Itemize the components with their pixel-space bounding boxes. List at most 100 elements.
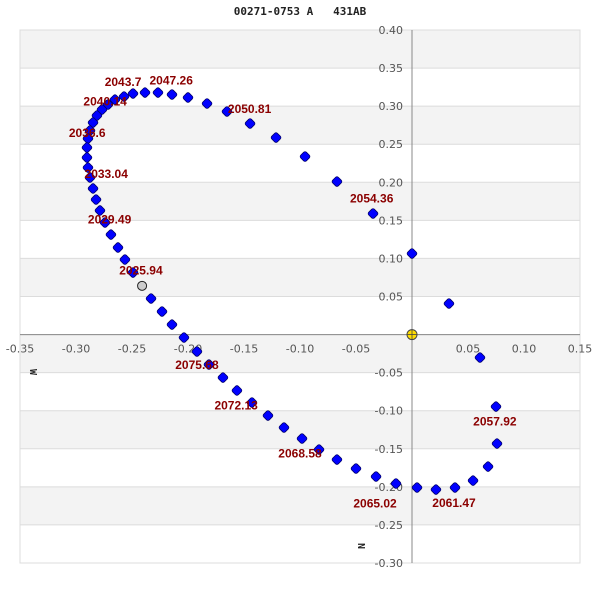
orbit-point xyxy=(270,132,282,143)
y-tick-label: 0.25 xyxy=(379,138,404,151)
epoch-label: 2065.02 xyxy=(353,496,397,510)
epoch-label: 2047.26 xyxy=(150,73,194,87)
band xyxy=(20,258,580,297)
epoch-label: 2036.6 xyxy=(69,126,106,140)
orbit-point xyxy=(191,346,203,357)
orbit-point xyxy=(178,332,190,343)
orbit-point xyxy=(367,208,379,219)
orbit-point xyxy=(262,410,274,421)
orbit-point xyxy=(127,267,139,278)
x-tick-label: -0.30 xyxy=(62,343,90,356)
epoch-label: 2050.81 xyxy=(228,102,272,116)
orbit-point xyxy=(331,454,343,465)
orbit-point xyxy=(449,482,461,493)
y-tick-label: -0.25 xyxy=(375,519,403,532)
y-axis-label: N xyxy=(355,543,366,549)
band xyxy=(20,106,580,145)
orbit-point xyxy=(152,87,164,98)
orbit-point xyxy=(491,438,503,449)
orbit-point xyxy=(81,142,93,153)
y-tick-label: 0.10 xyxy=(379,252,404,265)
orbit-point xyxy=(99,217,111,228)
orbit-point xyxy=(246,397,258,408)
orbit-point xyxy=(443,298,455,309)
orbit-point xyxy=(166,89,178,100)
y-tick-label: -0.05 xyxy=(375,367,403,380)
x-tick-label: -0.10 xyxy=(286,343,314,356)
y-tick-label: 0.05 xyxy=(379,291,404,304)
epoch-label: 2033.04 xyxy=(85,167,129,181)
x-tick-label: 0.15 xyxy=(568,343,593,356)
orbit-point xyxy=(370,471,382,482)
y-tick-label: -0.30 xyxy=(375,557,403,570)
x-tick-label: 0.05 xyxy=(456,343,481,356)
band xyxy=(20,30,580,69)
orbit-point xyxy=(203,359,215,370)
orbit-point xyxy=(331,176,343,187)
orbit-point xyxy=(482,461,494,472)
x-tick-label: 0.10 xyxy=(512,343,537,356)
epoch-label: 2054.36 xyxy=(350,191,394,205)
orbit-point xyxy=(467,475,479,486)
orbit-point xyxy=(411,482,423,493)
orbit-point xyxy=(139,87,151,98)
chart-title: 00271-0753 A 431AB xyxy=(233,5,367,18)
orbit-point xyxy=(490,401,502,412)
epoch-label: 2029.49 xyxy=(88,213,132,227)
y-tick-label: 0.20 xyxy=(379,176,404,189)
epoch-label: 2072.13 xyxy=(214,398,258,412)
orbit-point xyxy=(112,242,124,253)
orbit-point xyxy=(299,151,311,162)
y-tick-label: -0.15 xyxy=(375,443,403,456)
orbit-point xyxy=(127,88,139,99)
orbit-point xyxy=(182,92,194,103)
x-tick-label: -0.15 xyxy=(230,343,258,356)
x-axis-label: W xyxy=(27,369,38,376)
orbit-point xyxy=(109,94,121,105)
y-tick-label: 0.15 xyxy=(379,214,404,227)
orbit-point xyxy=(87,183,99,194)
orbit-point xyxy=(350,463,362,474)
epoch-label: 2075.68 xyxy=(175,358,219,372)
epoch-label: 2025.94 xyxy=(119,264,163,278)
orbit-point xyxy=(90,194,102,205)
orbit-point xyxy=(82,133,94,144)
x-tick-label: -0.35 xyxy=(6,343,34,356)
epoch-label: 2061.47 xyxy=(432,496,476,510)
orbit-point xyxy=(201,98,213,109)
orbit-point xyxy=(217,372,229,383)
orbit-point xyxy=(231,385,243,396)
orbit-point xyxy=(166,319,178,330)
y-tick-label: -0.10 xyxy=(375,405,403,418)
orbit-point xyxy=(156,306,168,317)
y-tick-label: 0.35 xyxy=(379,62,404,75)
epoch-label: 2043.7 xyxy=(105,75,142,89)
orbit-point xyxy=(244,118,256,129)
orbit-point xyxy=(119,254,131,265)
orbit-point xyxy=(118,91,130,102)
epoch-label: 2068.58 xyxy=(278,446,322,460)
orbit-point xyxy=(84,172,96,183)
orbit-point xyxy=(105,229,117,240)
epoch-label: 2040.14 xyxy=(83,95,127,109)
orbit-point xyxy=(94,205,106,216)
orbit-point xyxy=(430,484,442,495)
plot-border xyxy=(19,29,581,564)
orbit-point xyxy=(313,444,325,455)
orbit-point xyxy=(82,162,94,173)
band xyxy=(20,334,580,373)
x-tick-label: -0.25 xyxy=(118,343,146,356)
orbit-point xyxy=(406,248,418,259)
band xyxy=(20,182,580,221)
orbit-point xyxy=(278,422,290,433)
x-tick-label: -0.05 xyxy=(342,343,370,356)
orbit-point xyxy=(81,152,93,163)
orbit-point xyxy=(221,106,233,117)
epoch-label: 2057.92 xyxy=(473,414,517,428)
current-position-marker xyxy=(137,280,148,291)
orbit-point xyxy=(145,293,157,304)
y-tick-label: 0.40 xyxy=(379,24,404,37)
orbit-point xyxy=(390,478,402,489)
band xyxy=(20,486,580,525)
